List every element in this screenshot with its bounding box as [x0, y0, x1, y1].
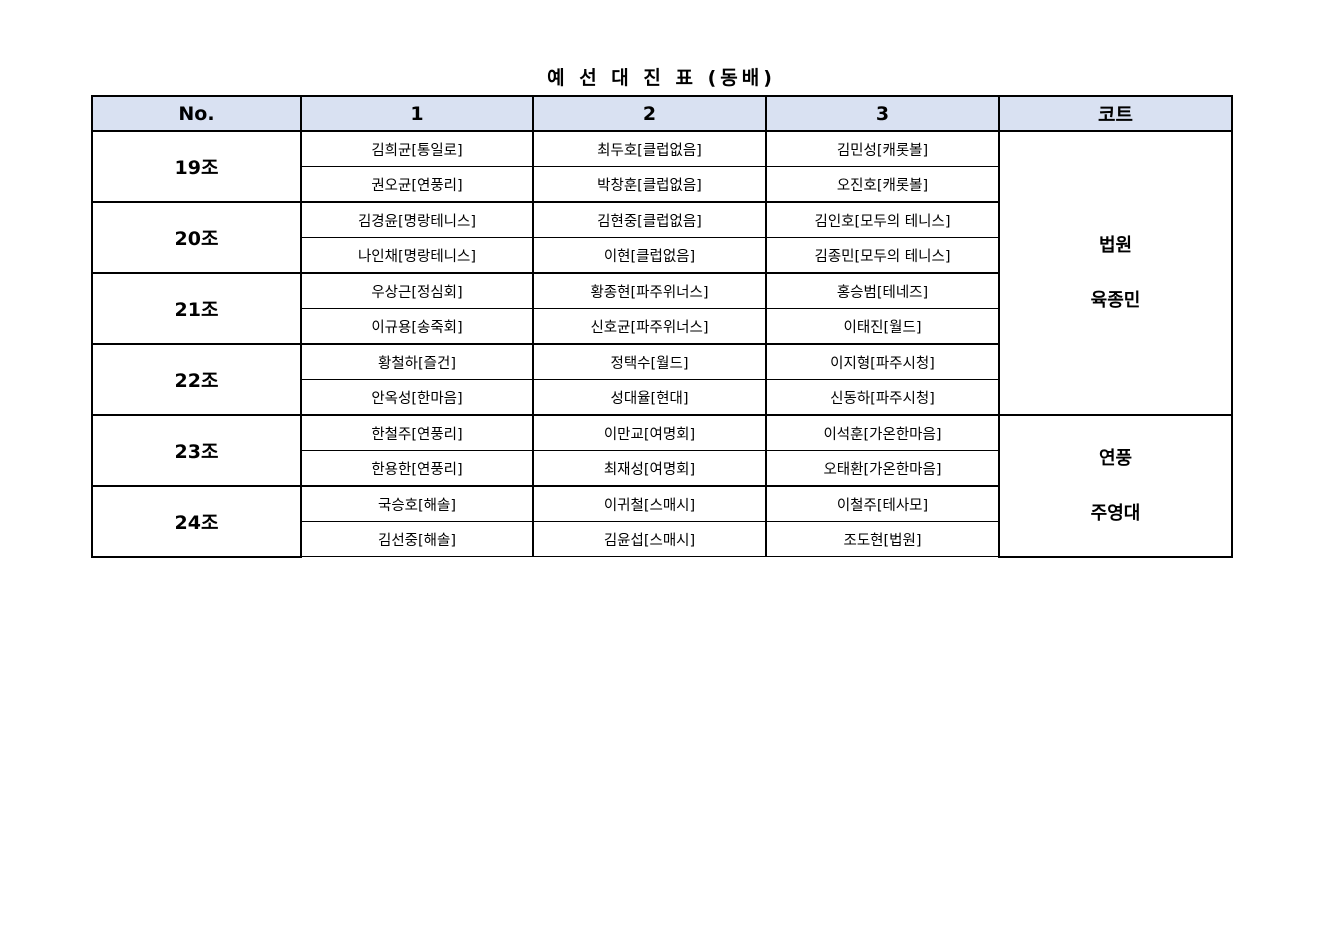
- table-row: 이규용[송죽회] 신호균[파주위너스] 이태진[월드]: [92, 308, 1232, 345]
- header-row: No. 1 2 3 코트: [91, 95, 1233, 132]
- group-label: 22조: [91, 343, 302, 416]
- table-row: 23조 한철주[연풍리] 이만교[여명회] 이석훈[가온한마음] 연풍 주영대: [91, 414, 1233, 558]
- table-row: 안옥성[한마음] 성대율[현대] 신동하[파주시청]: [92, 379, 1232, 416]
- table-row: 김선중[해솔] 김윤섭[스매시] 조도현[법원]: [92, 521, 1232, 557]
- player-cell: 황철하[즐건]: [300, 343, 534, 380]
- table-row: 20조 김경윤[명랑테니스] 김현중[클럽없음] 김인호[모두의 테니스]: [91, 201, 1232, 274]
- player-cell: 최재성[여명회]: [532, 450, 767, 487]
- player-cell: 김민성[캐롯볼]: [765, 130, 1000, 167]
- player-cell: 권오균[연풍리]: [300, 166, 534, 203]
- player-cell: 오태환[가온한마음]: [765, 450, 1000, 487]
- player-cell: 조도현[법원]: [765, 521, 1000, 557]
- table-row: 22조 황철하[즐건] 정택수[월드] 이지형[파주시청]: [91, 343, 1232, 416]
- table-row: 한용한[연풍리] 최재성[여명회] 오태환[가온한마음]: [92, 450, 1232, 487]
- player-cell: 김종민[모두의 테니스]: [765, 237, 1000, 274]
- court-line: 주영대: [1090, 502, 1141, 524]
- player-cell: 정택수[월드]: [532, 343, 767, 380]
- player-cell: 한철주[연풍리]: [300, 414, 534, 451]
- player-cell: 국승호[해솔]: [300, 485, 534, 522]
- player-cell: 한용한[연풍리]: [300, 450, 534, 487]
- court-line: 연풍: [1098, 447, 1133, 469]
- page-title: 예 선 대 진 표 (동배): [547, 67, 776, 89]
- player-cell: 황종현[파주위너스]: [532, 272, 767, 309]
- player-cell: 이현[클럽없음]: [532, 237, 767, 274]
- player-cell: 김희균[통일로]: [300, 130, 534, 167]
- player-cell: 신호균[파주위너스]: [532, 308, 767, 345]
- table-row: 19조 김희균[통일로] 최두호[클럽없음] 김민성[캐롯볼] 법원 육종민: [91, 130, 1233, 416]
- player-cell: 박창훈[클럽없음]: [532, 166, 767, 203]
- header-1: 1: [300, 95, 534, 132]
- player-cell: 김현중[클럽없음]: [532, 201, 767, 238]
- player-cell: 이석훈[가온한마음]: [765, 414, 1000, 451]
- header-court: 코트: [998, 95, 1233, 132]
- player-cell: 홍승범[테네즈]: [765, 272, 1000, 309]
- bracket-table: No. 1 2 3 코트 19조 김희균[통일로] 최두호[클럽없음] 김민성[캐롯볼…: [91, 95, 1233, 558]
- court-line: 법원: [1098, 235, 1133, 256]
- table-row: 나인채[명랑테니스] 이현[클럽없음] 김종민[모두의 테니스]: [92, 237, 1232, 274]
- player-cell: 오진호[캐롯볼]: [765, 166, 1000, 203]
- table-row: 21조 우상근[정심회] 황종현[파주위너스] 홍승범[테네즈]: [91, 272, 1232, 345]
- player-cell: 이귀철[스매시]: [532, 485, 767, 522]
- player-cell: 나인채[명랑테니스]: [300, 237, 534, 274]
- player-cell: 이규용[송죽회]: [300, 308, 534, 345]
- header-2: 2: [532, 95, 767, 132]
- player-cell: 김인호[모두의 테니스]: [765, 201, 1000, 238]
- player-cell: 이만교[여명회]: [532, 414, 767, 451]
- player-cell: 김경윤[명랑테니스]: [300, 201, 534, 238]
- group-label: 21조: [91, 272, 302, 345]
- player-cell: 신동하[파주시청]: [765, 379, 1000, 416]
- player-cell: 이지형[파주시청]: [765, 343, 1000, 380]
- header-no: No.: [91, 95, 302, 132]
- court-line: 육종민: [1090, 290, 1141, 311]
- player-cell: 이철주[테사모]: [765, 485, 1000, 522]
- group-label: 19조: [91, 130, 302, 203]
- player-cell: 우상근[정심회]: [300, 272, 534, 309]
- table-row: 권오균[연풍리] 박창훈[클럽없음] 오진호[캐롯볼]: [92, 166, 1232, 203]
- player-cell: 김선중[해솔]: [300, 521, 534, 557]
- group-label: 20조: [91, 201, 302, 274]
- player-cell: 성대율[현대]: [532, 379, 767, 416]
- group-label: 23조: [91, 414, 302, 487]
- header-3: 3: [765, 95, 1000, 132]
- player-cell: 김윤섭[스매시]: [532, 521, 767, 557]
- player-cell: 이태진[월드]: [765, 308, 1000, 345]
- group-label: 24조: [91, 485, 302, 558]
- player-cell: 최두호[클럽없음]: [532, 130, 767, 167]
- player-cell: 안옥성[한마음]: [300, 379, 534, 416]
- table-row: 24조 국승호[해솔] 이귀철[스매시] 이철주[테사모]: [91, 485, 1232, 558]
